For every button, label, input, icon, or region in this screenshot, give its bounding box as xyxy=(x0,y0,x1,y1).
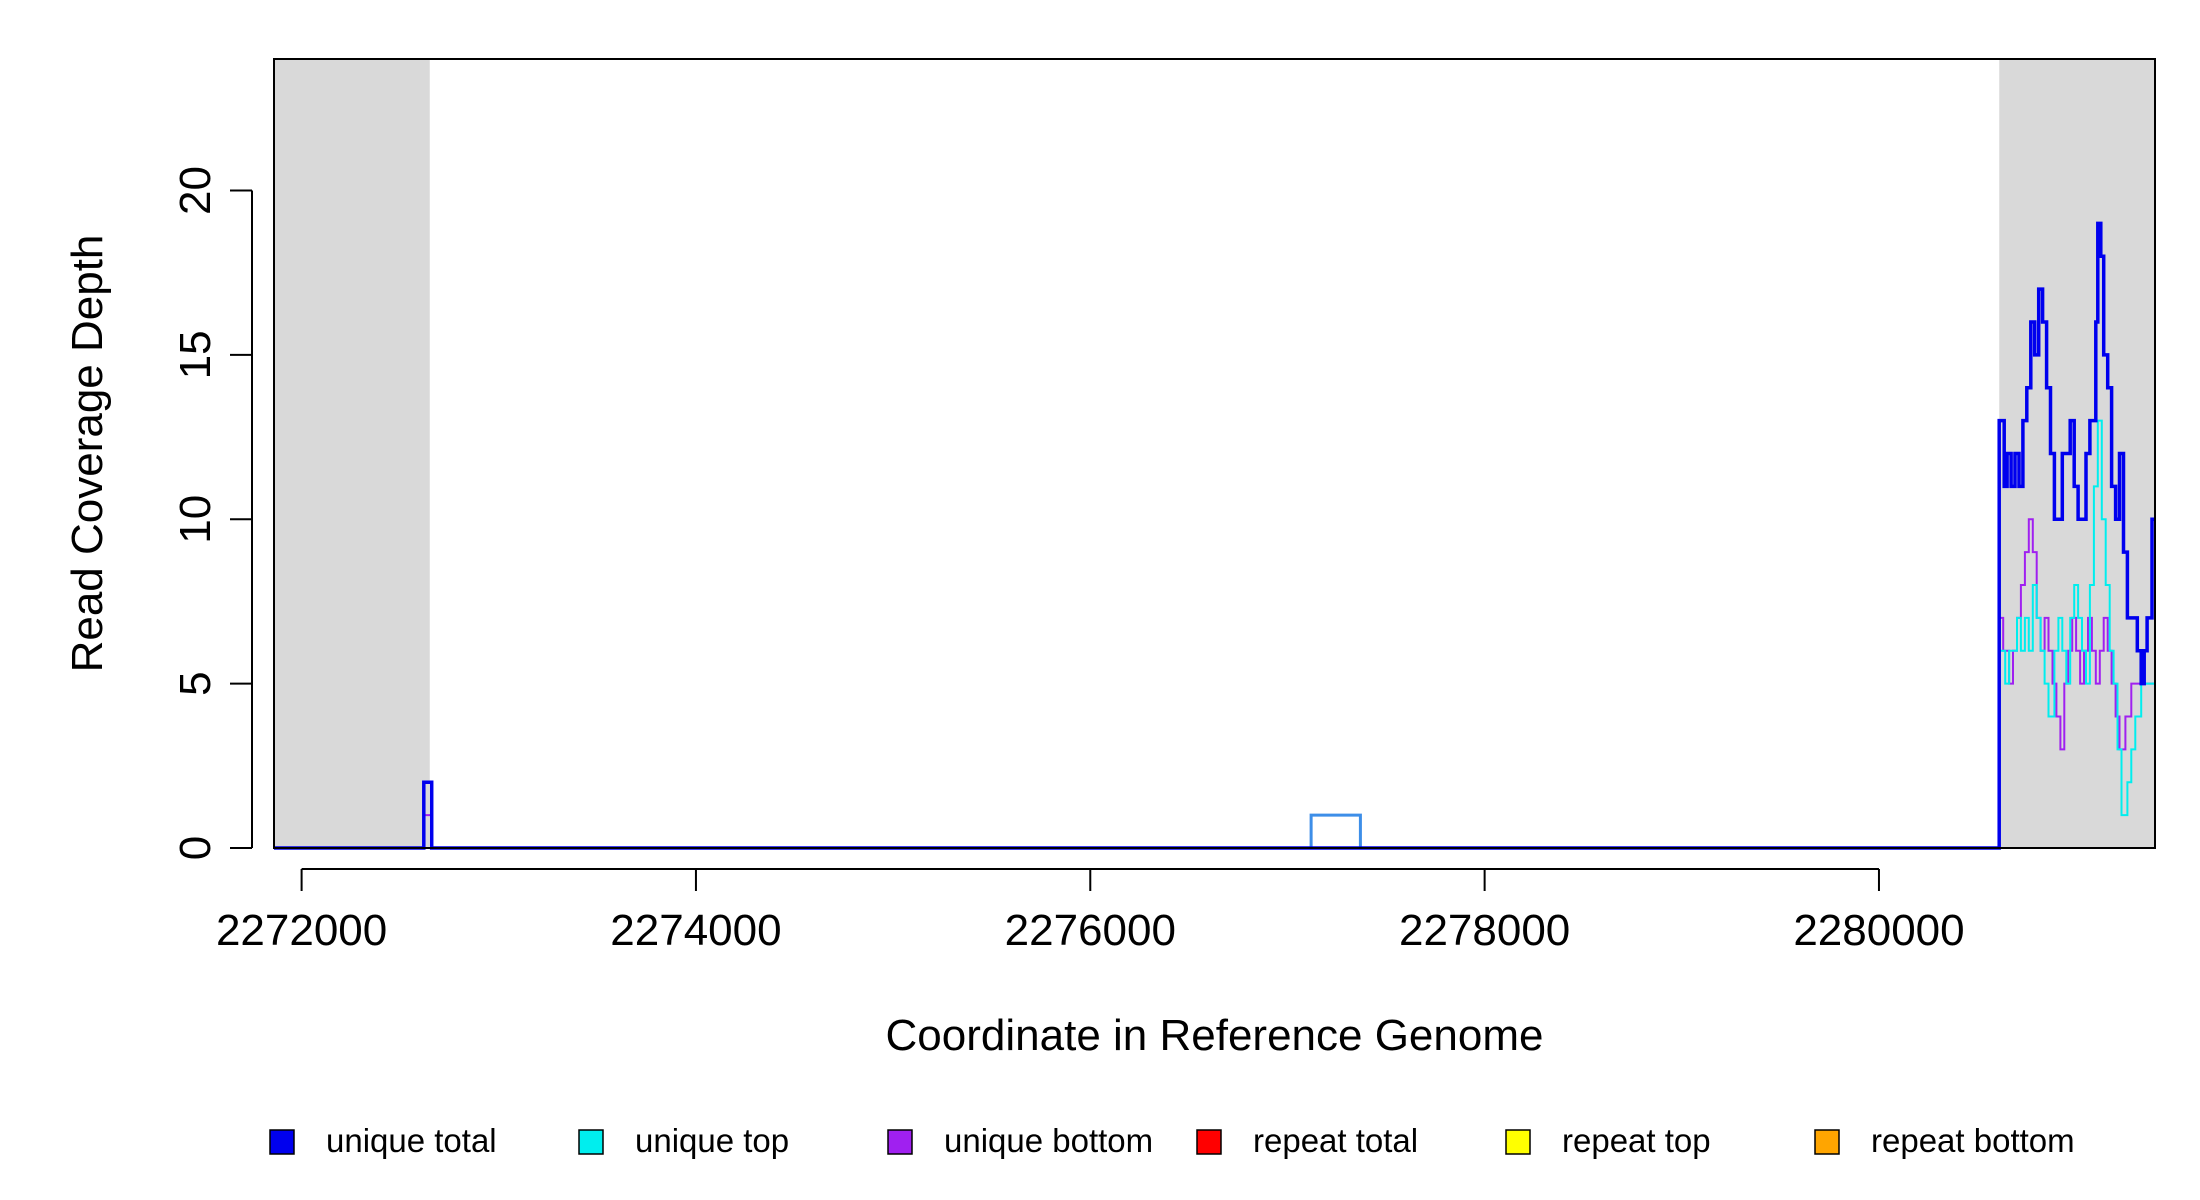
legend-swatch-unique-bottom xyxy=(887,1129,913,1155)
plot-frame xyxy=(273,58,2156,849)
legend-label-unique-bottom: unique bottom xyxy=(944,1122,1153,1159)
legend: unique total unique top unique bottom repea… xyxy=(269,1122,2075,1159)
highlight-box xyxy=(1309,813,1362,848)
legend-label-repeat-top: repeat top xyxy=(1562,1122,1711,1159)
series-unique-total-line xyxy=(274,221,2155,850)
legend-label-repeat-bottom: repeat bottom xyxy=(1871,1122,2075,1159)
y-tick-label: 15 xyxy=(171,330,220,379)
series-unique-top-line xyxy=(274,419,2155,849)
x-tick-label: 2274000 xyxy=(610,906,781,955)
legend-swatch-unique-top xyxy=(578,1129,604,1155)
y-axis: 0 5 10 15 20 xyxy=(171,166,253,860)
legend-label-unique-top: unique top xyxy=(635,1122,789,1159)
legend-label-repeat-total: repeat total xyxy=(1253,1122,1418,1159)
x-tick-label: 2278000 xyxy=(1399,906,1570,955)
x-tick-label: 2280000 xyxy=(1793,906,1964,955)
legend-swatch-repeat-total xyxy=(1196,1129,1222,1155)
series-layer xyxy=(274,221,2155,850)
x-tick-label: 2272000 xyxy=(216,906,387,955)
plot-background xyxy=(274,59,2155,848)
series-unique-bottom-line xyxy=(274,518,2155,849)
legend-swatch-unique-total xyxy=(269,1129,295,1155)
legend-swatch-repeat-bottom xyxy=(1814,1129,1840,1155)
y-tick-label: 20 xyxy=(171,166,220,215)
shaded-region-0 xyxy=(274,59,430,848)
legend-swatch-repeat-top xyxy=(1505,1129,1531,1155)
x-tick-label: 2276000 xyxy=(1005,906,1176,955)
y-tick-label: 0 xyxy=(171,836,220,860)
y-tick-label: 5 xyxy=(171,671,220,695)
y-tick-label: 10 xyxy=(171,495,220,544)
legend-label-unique-total: unique total xyxy=(326,1122,497,1159)
x-axis-title: Coordinate in Reference Genome xyxy=(886,1011,1544,1060)
y-axis-title: Read Coverage Depth xyxy=(63,235,112,673)
x-axis: 2272000 2274000 2276000 2278000 2280000 xyxy=(216,868,1965,955)
